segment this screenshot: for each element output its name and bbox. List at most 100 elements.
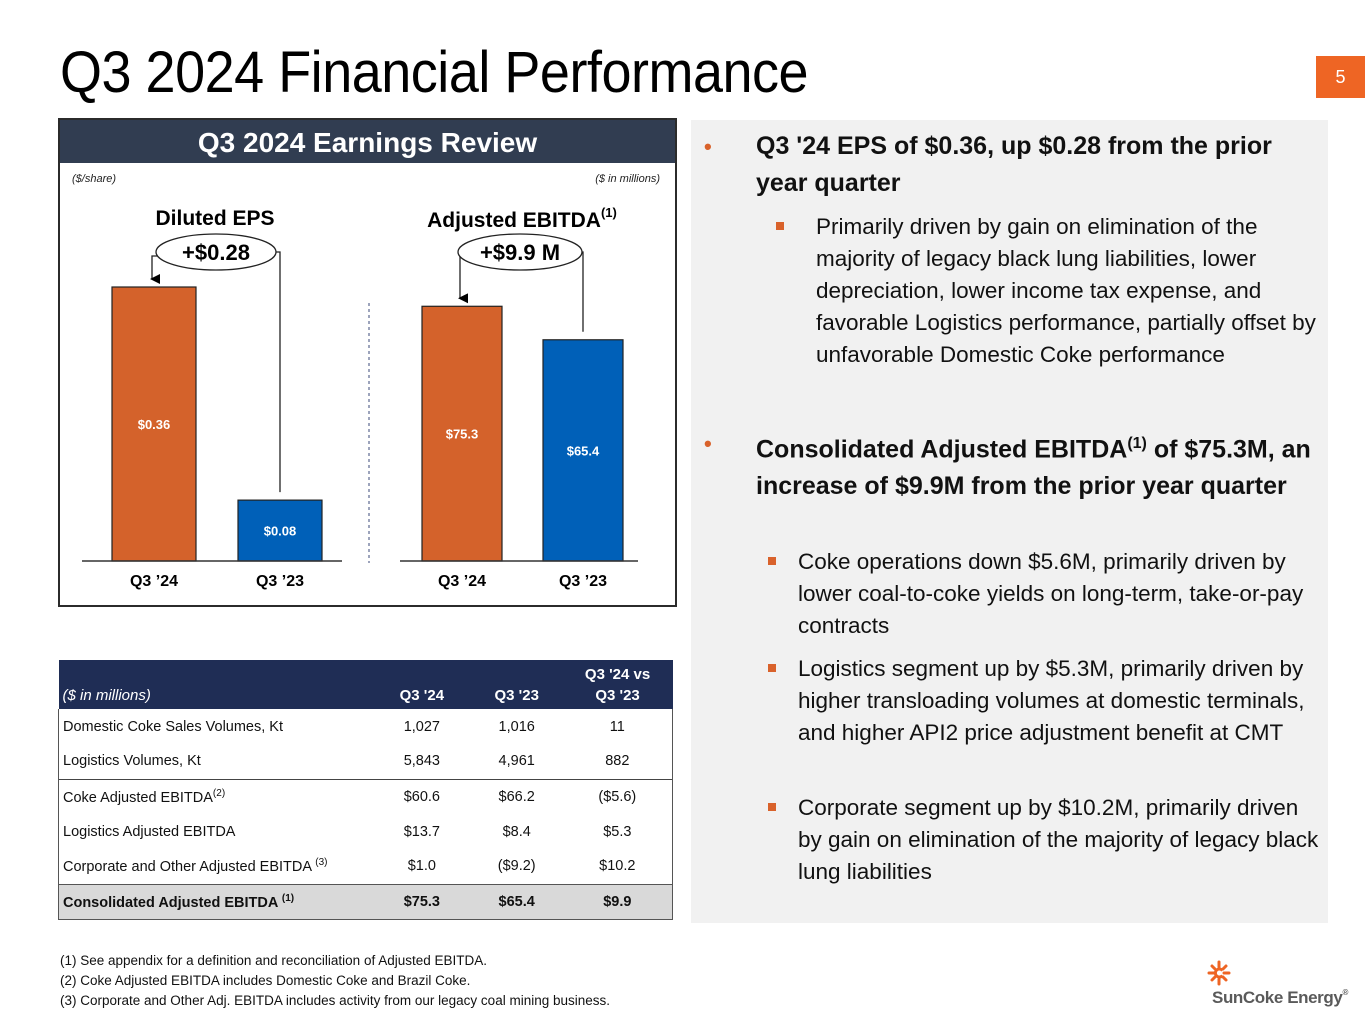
ebitda-chart: $75.3 Q3 ’24 $65.4 Q3 ’23 +$9.9 M [400, 233, 638, 590]
cell-q3-23: $66.2 [470, 778, 563, 814]
category-label: Q3 ’24 [438, 573, 486, 590]
page-title: Q3 2024 Financial Performance [60, 40, 809, 105]
table-header-row: ($ in millions) Q3 '24 Q3 '23 Q3 '24 vs Q… [58, 660, 673, 709]
bar-current [111, 286, 197, 562]
row-label: Logistics Adjusted EBITDA [57, 814, 373, 849]
cell-q3-24: 5,843 [403, 753, 440, 770]
row-footnote: (1) [281, 892, 295, 904]
cell-variance: ($5.6) [562, 778, 673, 814]
bullet-ebitda-text-cont: of $75.3M, an increase of $9.9M from the… [756, 435, 1311, 501]
page-number: 5 [1316, 56, 1365, 98]
footnote-1: (1) See appendix for a definition and re… [60, 953, 488, 968]
bullet-eps: • Q3 '24 EPS of $0.36, up $0.28 from the… [704, 128, 1321, 202]
bullet-eps-text: Q3 '24 EPS of $0.36, up $0.28 from the p… [756, 132, 1272, 197]
delta-connector [272, 251, 281, 493]
earnings-review-header: Q3 2024 Earnings Review [60, 120, 675, 163]
bar-value-label: $65.4 [567, 443, 600, 458]
footnote-2: (2) Coke Adjusted EBITDA includes Domest… [60, 973, 471, 988]
delta-arrow [150, 255, 160, 284]
table-row: Logistics Volumes, Kt 5,843 4,961 882 [57, 744, 673, 779]
eps-chart: $0.36 Q3 ’24 $0.08 Q3 ’23 +$0.28 [82, 233, 342, 590]
logo-text: SunCoke Energy® [1212, 988, 1348, 1008]
bullet-dot-icon: • [704, 431, 712, 456]
cell-q3-23: $8.4 [502, 823, 531, 840]
logo-name: SunCoke Energy [1212, 988, 1343, 1007]
sub-bullet-text: Logistics segment up by $5.3M, primarily… [798, 656, 1305, 745]
header-variance-line2: Q3 '23 [595, 687, 640, 704]
ebitda-title-text: Adjusted EBITDA [427, 209, 601, 232]
ebitda-unit-label: ($ in millions) [595, 173, 660, 185]
cell-variance: 882 [562, 744, 673, 779]
footnote-3: (3) Corporate and Other Adj. EBITDA incl… [60, 993, 610, 1008]
bar-prior [542, 339, 624, 562]
cell-q3-24: $60.6 [372, 778, 471, 814]
row-label: Coke Adjusted EBITDA(2) [57, 778, 373, 814]
cell-q3-23: $65.4 [470, 883, 563, 920]
category-label: Q3 ’24 [130, 573, 178, 590]
cell-q3-23: ($9.2) [497, 858, 536, 875]
table-total-row: Consolidated Adjusted EBITDA (1) $75.3 $… [57, 883, 673, 920]
bullet-ebitda: • Consolidated Adjusted EBITDA(1) of $75… [704, 425, 1321, 505]
cell-q3-24: $75.3 [372, 883, 471, 920]
table-row: Coke Adjusted EBITDA(2) $60.6 $66.2 ($5.… [57, 778, 673, 814]
earnings-charts: Diluted EPS $0.36 Q3 ’24 $0.08 Q3 ’23 +$0.28… [82, 205, 638, 590]
row-label: Corporate and Other Adjusted EBITDA (3) [57, 849, 373, 884]
bullet-ebitda-footnote: (1) [1127, 435, 1147, 452]
delta-bubble [457, 233, 583, 271]
square-bullet-icon [776, 222, 784, 230]
delta-bubble [155, 233, 277, 271]
ebitda-chart-title: Adjusted EBITDA(1) [427, 205, 617, 232]
sub-bullet-text: Coke operations down $5.6M, primarily dr… [798, 549, 1304, 638]
sub-bullet: Logistics segment up by $5.3M, primarily… [768, 653, 1323, 749]
footnotes: (1) See appendix for a definition and re… [60, 951, 610, 1011]
cell-variance: $9.9 [562, 883, 673, 920]
bar-value-label: $75.3 [446, 427, 479, 442]
sub-bullet-text: Corporate segment up by $10.2M, primaril… [798, 795, 1319, 884]
delta-connector [578, 251, 584, 332]
eps-unit-label: ($/share) [72, 173, 117, 185]
sub-bullet: Primarily driven by gain on elimination … [776, 211, 1316, 371]
table-row: Corporate and Other Adjusted EBITDA (3) … [57, 849, 673, 884]
row-label-text: Corporate and Other Adjusted EBITDA [63, 859, 316, 876]
delta-label: +$0.28 [182, 240, 250, 265]
category-label: Q3 ’23 [559, 573, 607, 590]
header-variance-line1: Q3 '24 vs [584, 666, 651, 683]
row-footnote: (2) [212, 787, 226, 799]
row-label-text: Coke Adjusted EBITDA [63, 789, 213, 806]
financial-table: ($ in millions) Q3 '24 Q3 '23 Q3 '24 vs Q… [57, 660, 673, 920]
table-row: Domestic Coke Sales Volumes, Kt 1,027 1,… [57, 709, 673, 744]
earnings-review-panel: Q3 2024 Earnings Review ($/share) ($ in … [58, 118, 677, 607]
ebitda-title-footnote: (1) [601, 205, 617, 220]
cell-q3-23: 1,016 [498, 718, 535, 735]
header-q3-24: Q3 '24 [372, 660, 471, 709]
header-q3-23: Q3 '23 [470, 660, 563, 709]
suncoke-logo: SunCoke Energy® [1207, 960, 1350, 1010]
cell-variance: $5.3 [562, 814, 673, 849]
registered-mark: ® [1342, 988, 1348, 997]
header-units: ($ in millions) [58, 660, 373, 709]
table-row: Logistics Adjusted EBITDA $13.7 $8.4 $5.… [57, 814, 673, 849]
row-label: Domestic Coke Sales Volumes, Kt [57, 709, 373, 744]
header-variance: Q3 '24 vs Q3 '23 [562, 660, 673, 709]
bar-current [421, 305, 503, 562]
highlights-panel: • Q3 '24 EPS of $0.36, up $0.28 from the… [691, 120, 1328, 923]
row-label: Logistics Volumes, Kt [57, 744, 373, 779]
sub-bullet: Coke operations down $5.6M, primarily dr… [768, 546, 1323, 642]
row-label-text: Consolidated Adjusted EBITDA [63, 894, 282, 911]
bar-prior [237, 499, 323, 562]
sub-bullet: Corporate segment up by $10.2M, primaril… [768, 792, 1323, 888]
sub-bullet-text: Primarily driven by gain on elimination … [816, 214, 1316, 367]
cell-variance: 11 [562, 709, 673, 744]
bullet-ebitda-text: Consolidated Adjusted EBITDA [756, 435, 1128, 464]
square-bullet-icon [768, 557, 776, 565]
delta-label: +$9.9 M [480, 240, 560, 265]
square-bullet-icon [768, 803, 776, 811]
sun-icon [1207, 960, 1231, 986]
row-label: Consolidated Adjusted EBITDA (1) [57, 883, 373, 920]
cell-variance: $10.2 [562, 849, 673, 884]
cell-q3-24: $1.0 [407, 858, 436, 875]
cell-q3-23: 4,961 [498, 753, 535, 770]
bar-value-label: $0.08 [264, 524, 297, 539]
eps-chart-title: Diluted EPS [155, 207, 274, 230]
cell-q3-24: $13.7 [403, 823, 440, 840]
